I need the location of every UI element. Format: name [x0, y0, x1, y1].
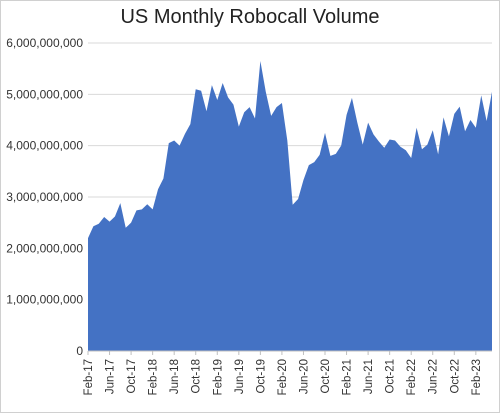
- y-tick-label: 5,000,000,000: [6, 87, 83, 101]
- x-axis-ticks: Feb-17 Jun-17 Oct-17 Feb-18 Jun-18 Oct-18 Feb-…: [83, 351, 483, 395]
- y-tick-label: 0: [76, 344, 83, 358]
- x-tick-label: Feb-22: [406, 359, 418, 395]
- y-axis-ticks: 0 1,000,000,000 2,000,000,000 3,000,000,000…: [6, 36, 83, 358]
- x-tick-label: Feb-18: [148, 359, 160, 395]
- x-tick-label: Feb-21: [342, 359, 354, 395]
- area-series: [87, 60, 493, 351]
- chart-title: US Monthly Robocall Volume: [120, 6, 380, 28]
- x-tick-label: Jun-20: [298, 359, 310, 394]
- x-tick-label: Jun-17: [105, 359, 117, 394]
- x-tick-label: Jun-21: [363, 359, 375, 394]
- x-tick-label: Feb-17: [83, 359, 95, 395]
- y-tick-label: 2,000,000,000: [6, 241, 83, 255]
- area-series-path: [88, 60, 492, 351]
- x-tick-label: Oct-21: [385, 359, 397, 394]
- y-tick-label: 6,000,000,000: [6, 36, 83, 50]
- x-tick-label: Oct-18: [191, 359, 203, 394]
- x-tick-label: Oct-22: [449, 359, 461, 394]
- x-tick-label: Oct-20: [320, 359, 332, 394]
- x-tick-label: Jun-18: [169, 359, 181, 394]
- x-tick-label: Feb-20: [277, 359, 289, 395]
- x-tick-label: Oct-17: [126, 359, 138, 394]
- y-tick-label: 4,000,000,000: [6, 139, 83, 153]
- x-tick-label: Jun-22: [428, 359, 440, 394]
- x-tick-label: Feb-23: [471, 359, 483, 395]
- y-tick-label: 3,000,000,000: [6, 190, 83, 204]
- x-tick-label: Jun-19: [234, 359, 246, 394]
- y-tick-label: 1,000,000,000: [6, 293, 83, 307]
- x-tick-label: Oct-19: [255, 359, 267, 394]
- x-tick-label: Feb-19: [212, 359, 224, 395]
